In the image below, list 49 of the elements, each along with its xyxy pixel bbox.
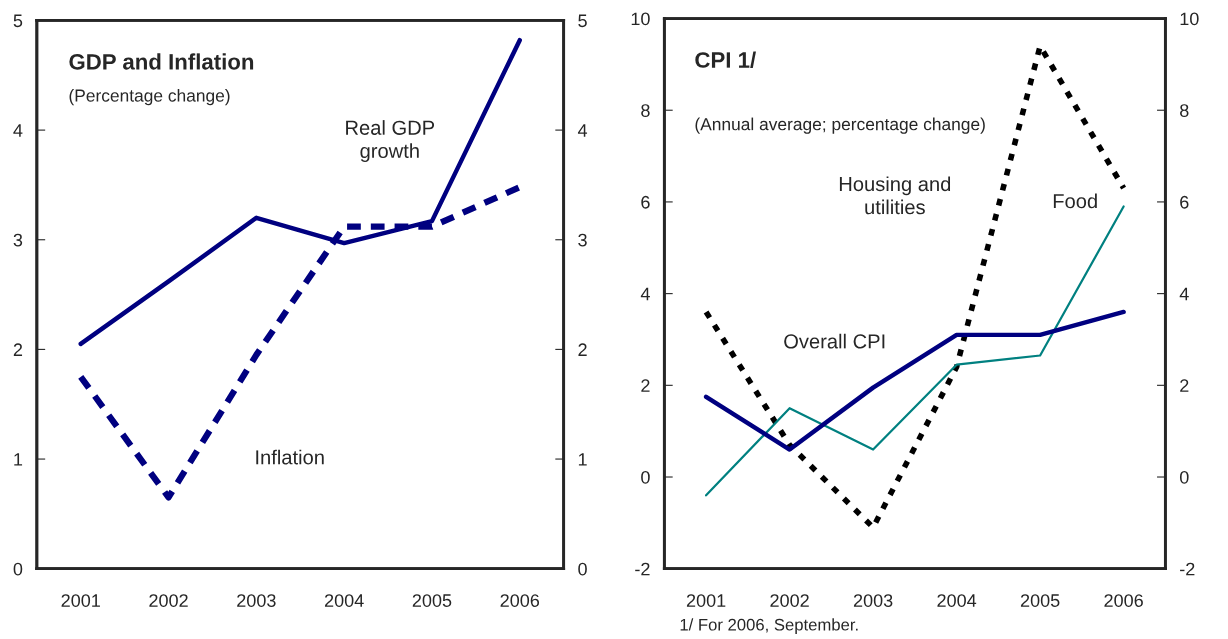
text: (Annual average; percentage change)	[695, 117, 985, 134]
y-tick-label: 8	[641, 104, 650, 117]
x-tick-label: 2003	[237, 594, 276, 607]
text: Inflation	[256, 449, 324, 465]
y2-tick-label: 4	[577, 124, 588, 137]
x-tick-label: 2005	[1020, 594, 1060, 607]
y2-tick-label: 0	[578, 562, 587, 576]
y-tick-label: -2	[635, 562, 650, 576]
y2-tick-label: 5	[578, 14, 587, 28]
x-tick-label: 2003	[853, 594, 893, 607]
y-tick-label: 0	[641, 470, 650, 484]
x-tick-label: 2006	[1104, 594, 1143, 607]
text: Housing and utilities	[839, 176, 951, 215]
y2-tick-label: 2	[578, 343, 587, 356]
series-label: Real GDP growth	[346, 120, 435, 163]
y2-tick-label: 1	[578, 453, 587, 466]
y-tick-label: 4	[640, 287, 650, 301]
y2-tick-label: 8	[1180, 104, 1189, 117]
x-tick-label: 2001	[686, 594, 726, 607]
y-tick-label: 10	[631, 12, 650, 26]
y-tick-label: 2	[13, 343, 23, 356]
text: 1/ For 2006, September.	[680, 618, 858, 634]
y2-tick-label: 2	[1180, 379, 1189, 392]
y-tick-label: 6	[641, 195, 650, 209]
line-series	[703, 309, 1126, 452]
series-label: Food	[1053, 193, 1097, 209]
series-label: Overall CPI	[784, 333, 885, 349]
x-tick-label: 2002	[149, 594, 188, 607]
y-tick-label: 4	[13, 124, 23, 137]
y-tick-label: 2	[641, 379, 650, 392]
y2-tick-label: 6	[1180, 195, 1189, 209]
y-tick-label: 3	[13, 233, 23, 247]
text: GDP and Inflation	[69, 53, 254, 70]
y-tick-label: 5	[13, 14, 23, 28]
text: (Percentage change)	[69, 88, 230, 106]
x-tick-label: 2001	[61, 594, 100, 607]
y-tick-label: 0	[13, 562, 23, 576]
y2-tick-label: 3	[578, 233, 587, 247]
x-tick-label: 2004	[937, 594, 977, 607]
x-tick-label: 2004	[324, 594, 364, 607]
x-tick-label: 2005	[412, 594, 452, 607]
y2-tick-label: -2	[1180, 562, 1195, 576]
x-tick-label: 2006	[500, 594, 540, 607]
y2-tick-label: 4	[1179, 287, 1189, 301]
y2-tick-label: 0	[1179, 470, 1189, 484]
text: CPI 1/	[695, 51, 756, 69]
y-tick-label: 1	[14, 453, 23, 466]
y2-tick-label: 10	[1180, 12, 1199, 26]
x-tick-label: 2002	[770, 594, 809, 607]
